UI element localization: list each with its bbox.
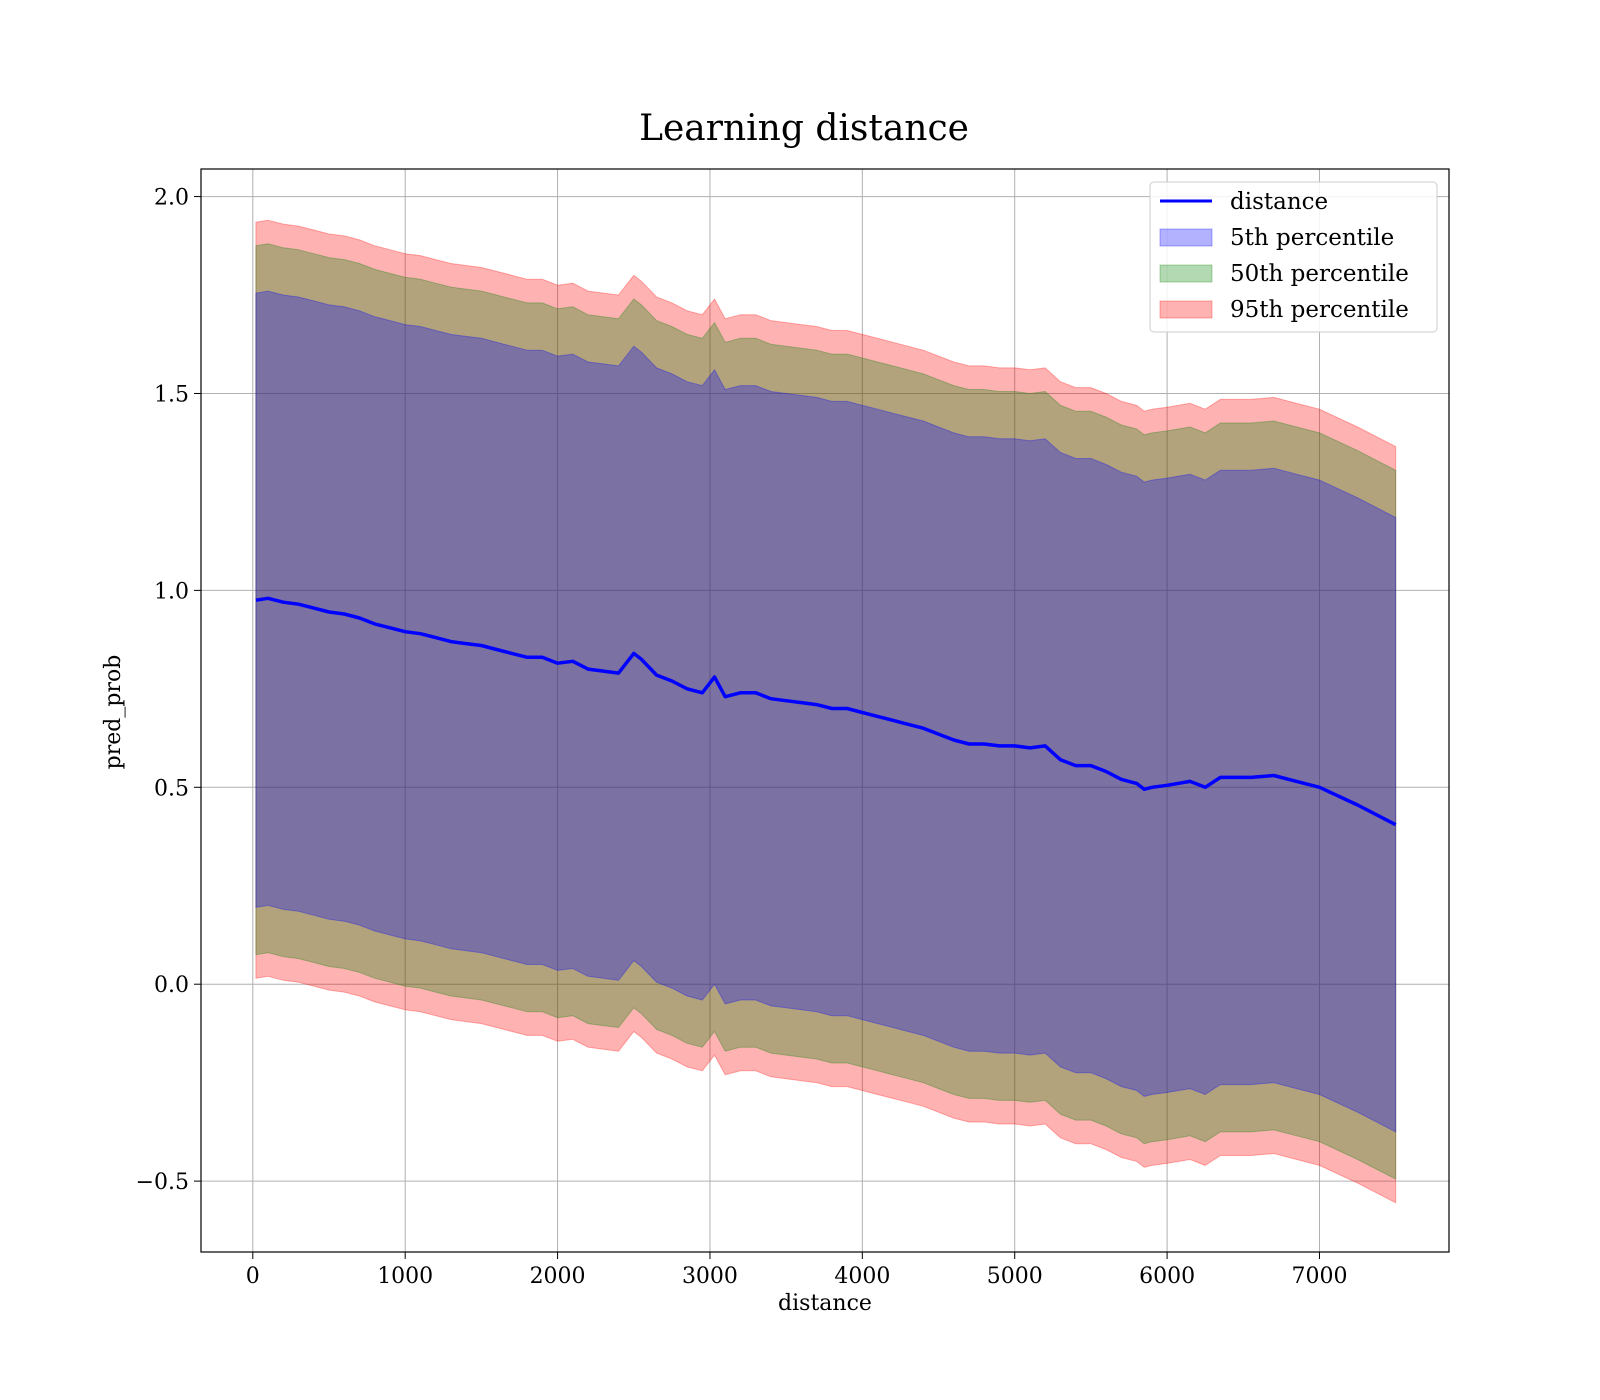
x-tick-label: 7000: [1291, 1264, 1347, 1289]
legend-swatch-5th: [1159, 228, 1213, 247]
y-tick-label: 0.0: [154, 973, 189, 998]
line-distance: [255, 596, 1397, 827]
legend-label-5th: 5th percentile: [1230, 225, 1394, 251]
legend-label-95th: 95th percentile: [1230, 297, 1409, 323]
line-layer: [255, 596, 1397, 827]
band-50th: [255, 243, 1397, 1180]
legend: distance 5th percentile 50th percentile …: [1149, 181, 1438, 333]
chart-title: Learning distance: [639, 108, 969, 149]
legend-swatch-95th: [1159, 300, 1213, 319]
y-tick-label: 2.0: [154, 186, 189, 211]
y-tick-label: −0.5: [136, 1170, 189, 1195]
plot-frame: [200, 168, 1450, 1253]
x-tick-label: 4000: [834, 1264, 890, 1289]
x-axis-label: distance: [778, 1291, 872, 1316]
band-95th: [255, 219, 1397, 1204]
tick-layer: 0 1000 2000 3000 4000 5000 6000 7000 −0.5 0.0 0.5 1…: [136, 186, 1348, 1289]
legend-label-50th: 50th percentile: [1230, 261, 1409, 287]
x-tick-label: 1000: [377, 1264, 433, 1289]
x-tick-label: 5000: [987, 1264, 1043, 1289]
legend-swatch-50th: [1159, 264, 1213, 283]
y-tick-label: 0.5: [154, 776, 189, 801]
band-layer: [255, 219, 1397, 1204]
y-axis-label: pred_prob: [101, 655, 126, 770]
x-tick-label: 2000: [530, 1264, 586, 1289]
x-tick-label: 6000: [1139, 1264, 1195, 1289]
y-tick-label: 1.0: [154, 579, 189, 604]
x-tick-label: 3000: [682, 1264, 738, 1289]
legend-label-distance: distance: [1230, 189, 1328, 215]
y-tick-label: 1.5: [154, 382, 189, 407]
band-5th: [255, 290, 1397, 1133]
x-tick-label: 0: [246, 1264, 260, 1289]
legend-box: [1149, 181, 1438, 333]
